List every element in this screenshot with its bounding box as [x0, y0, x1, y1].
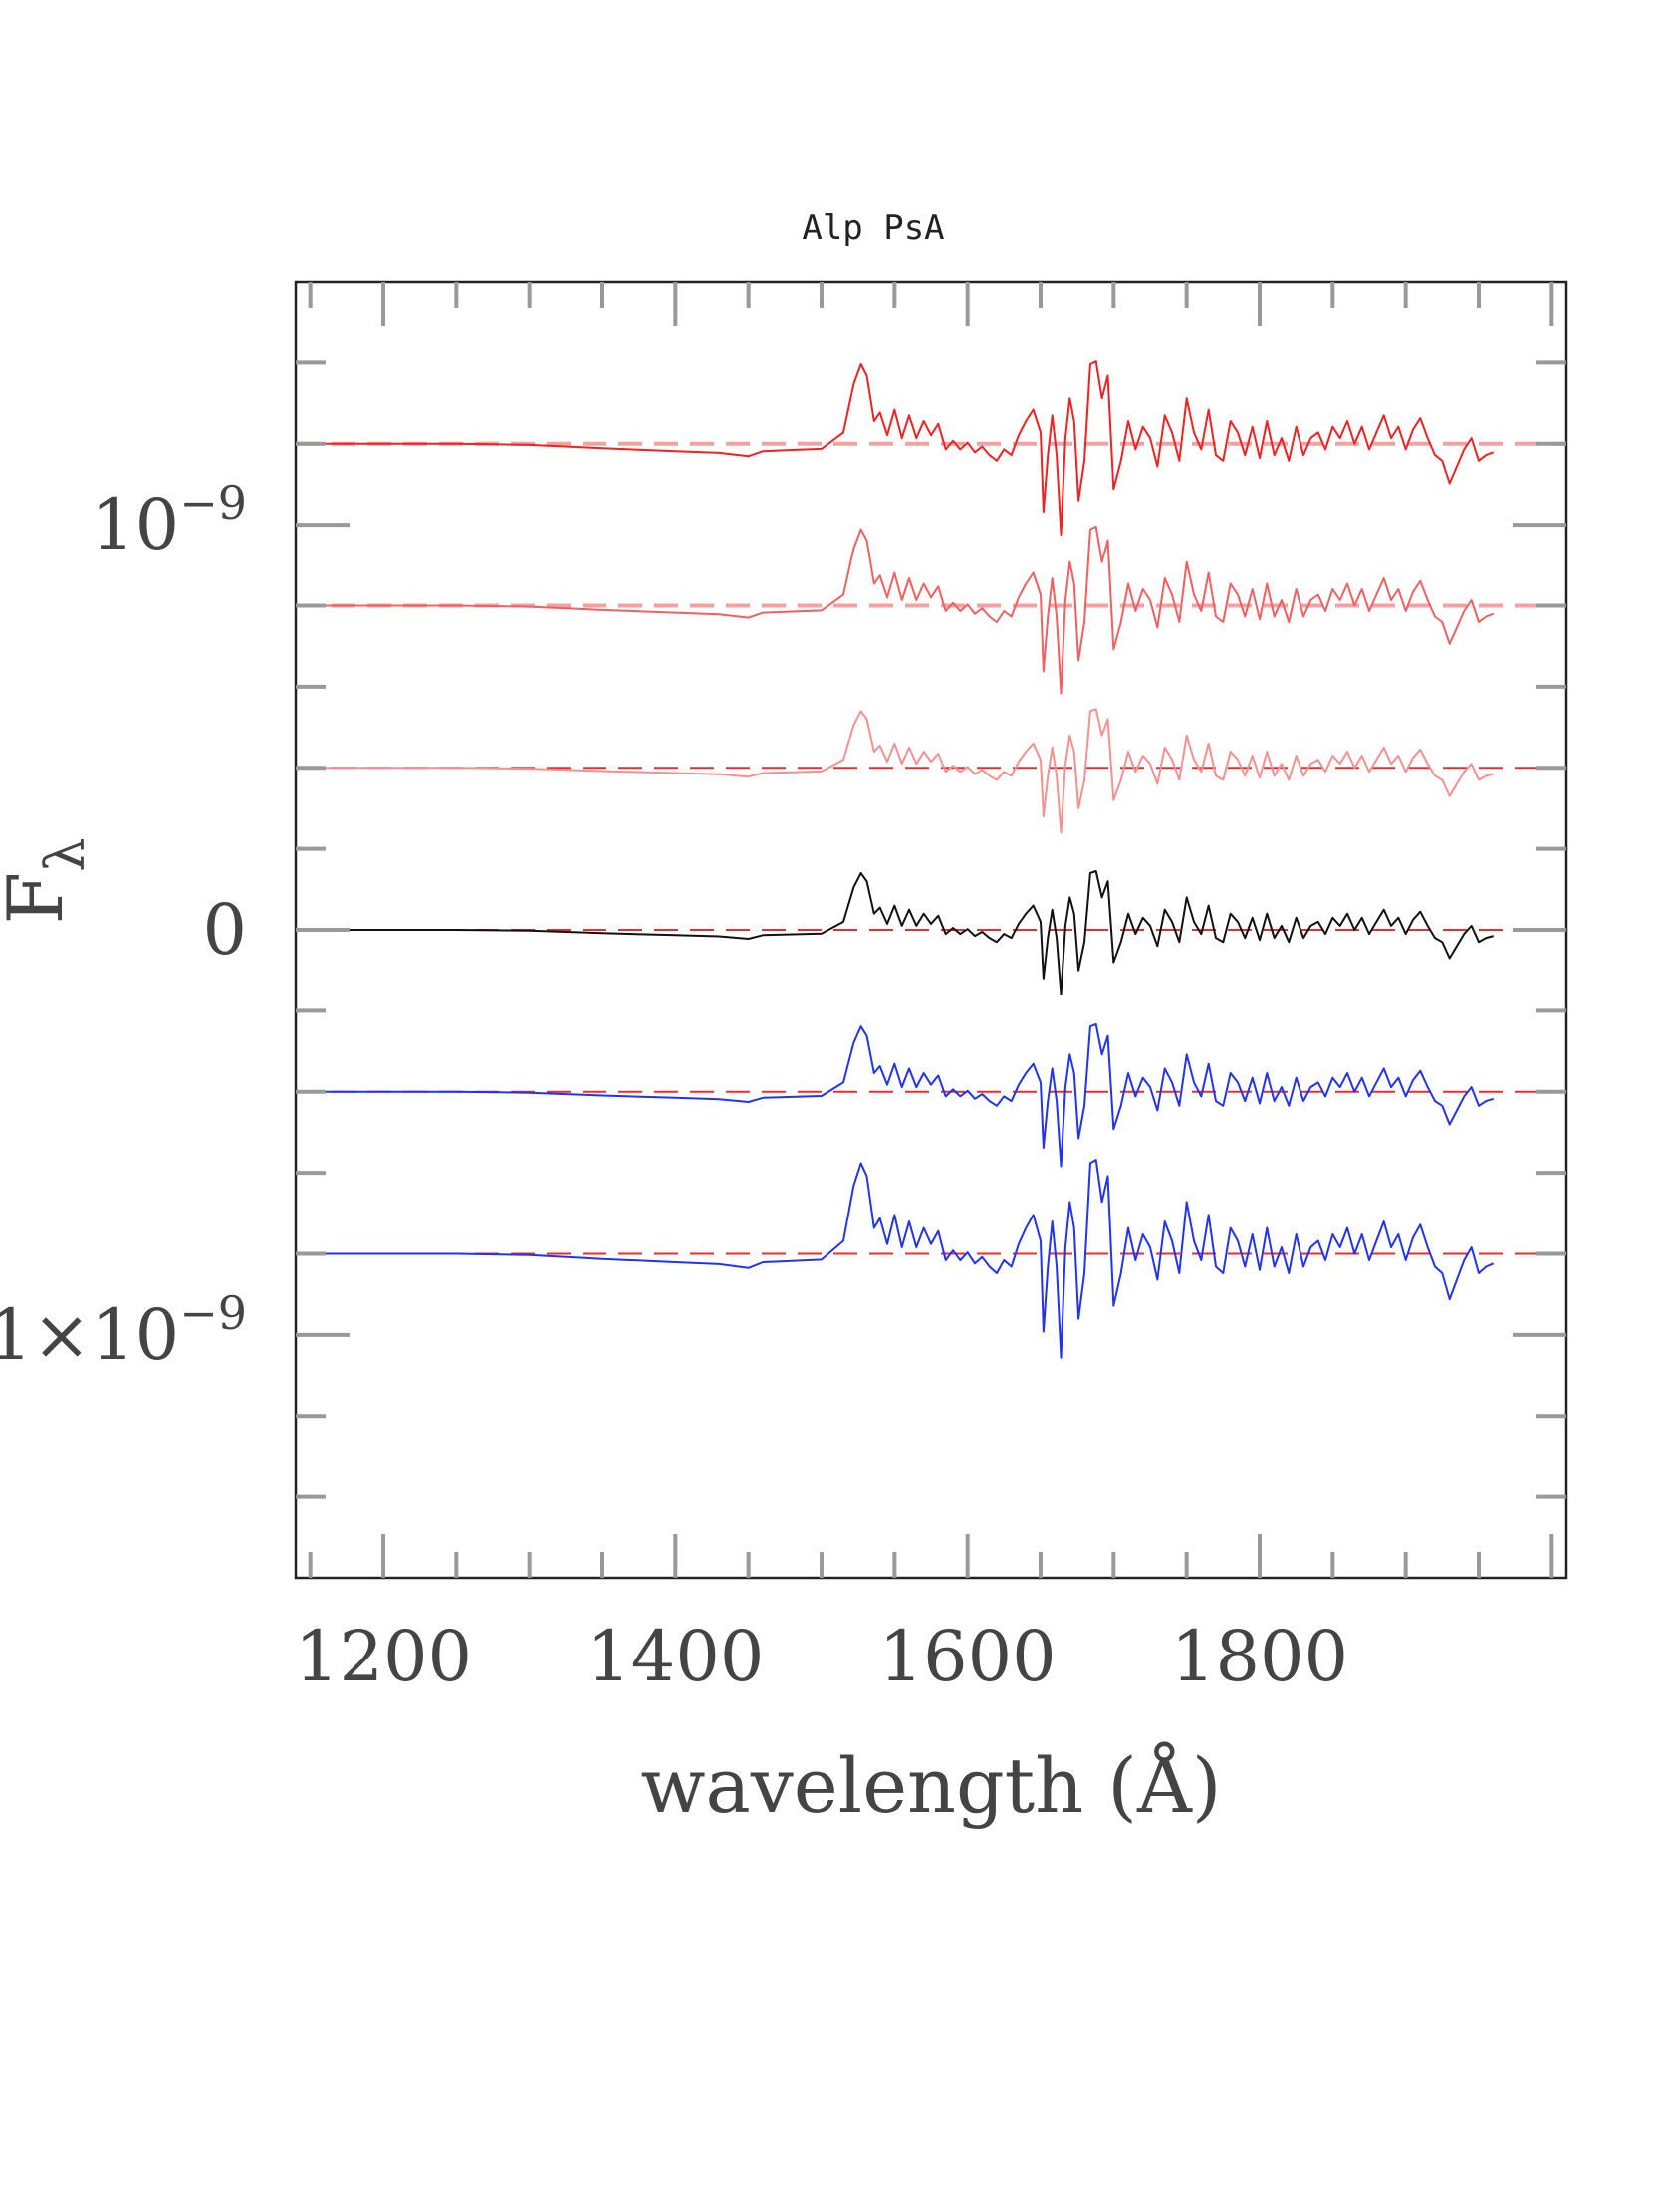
chart-title: Alp PsA: [802, 208, 944, 248]
series-layer: [310, 360, 1495, 1359]
axes-layer: 1200 1400 1600 1800 10−9 0 −1×10−9: [0, 282, 1566, 1697]
y-tick-label: 10−9: [91, 476, 247, 565]
x-tick-label: 1600: [879, 1616, 1057, 1697]
y-axis-label: Fλ: [0, 838, 97, 925]
x-tick-label: 1200: [295, 1616, 472, 1697]
spectrum-line-0: [310, 360, 1495, 536]
x-tick-label: 1400: [587, 1616, 764, 1697]
spectrum-line-3: [310, 870, 1494, 996]
spectrum-line-1: [310, 525, 1495, 695]
spectrum-line-2: [310, 708, 1494, 834]
y-tick-label: −1×10−9: [0, 1286, 247, 1376]
y-axis-label-sub: λ: [34, 838, 97, 872]
y-axis-label-main: F: [0, 872, 80, 925]
spectrum-line-4: [310, 1022, 1494, 1168]
svg-text:Fλ: Fλ: [0, 838, 97, 925]
y-tick-label: 0: [202, 889, 247, 971]
spectrum-line-5: [310, 1159, 1495, 1359]
x-tick-label: 1800: [1171, 1616, 1348, 1697]
x-axis-label: wavelength (Å): [641, 1740, 1222, 1830]
